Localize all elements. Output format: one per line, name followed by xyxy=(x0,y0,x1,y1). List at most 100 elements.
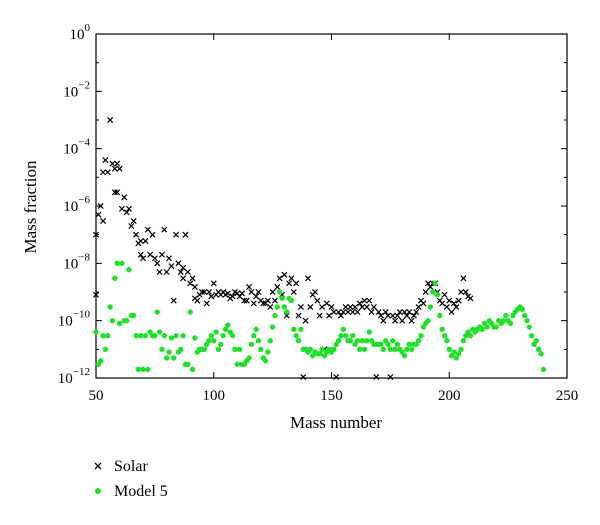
model-5-point xyxy=(234,361,240,368)
solar-point xyxy=(100,169,107,176)
model-5-point xyxy=(427,304,434,310)
solar-point xyxy=(238,290,246,297)
model-5-point xyxy=(524,317,530,324)
y-tick-exponent: −6 xyxy=(78,194,90,206)
model-5-point xyxy=(140,366,146,373)
y-tick-exponent: −2 xyxy=(78,79,90,91)
model-5-point xyxy=(236,346,243,353)
model-5-point xyxy=(145,366,151,373)
x-axis-ticks: 50 100 150 200 250 xyxy=(89,34,579,404)
solar-point xyxy=(107,116,114,124)
solar-point xyxy=(420,300,427,307)
model-5-point xyxy=(215,346,222,353)
solar-point xyxy=(389,312,396,319)
model-5-point xyxy=(213,329,219,335)
model-5-point xyxy=(269,324,276,330)
legend-model-5-marker xyxy=(95,488,101,494)
model-5-point xyxy=(152,332,158,339)
solar-point xyxy=(95,211,102,218)
solar-point xyxy=(170,297,177,304)
y-tick-label: 10−12 xyxy=(58,366,90,387)
model-5-point xyxy=(293,332,299,339)
solar-point xyxy=(248,288,255,296)
model-5-point xyxy=(267,338,273,344)
model-5-point xyxy=(142,332,149,339)
solar-point xyxy=(118,205,125,212)
model-5-point xyxy=(284,309,290,315)
model-5-point xyxy=(493,324,500,330)
model-5-point xyxy=(265,349,271,355)
y-tick-exponent: −8 xyxy=(78,251,90,263)
solar-point xyxy=(408,317,415,324)
model-5-point xyxy=(102,346,109,353)
y-tick-label: 10−8 xyxy=(63,251,90,272)
model-5-point xyxy=(298,326,304,332)
solar-point xyxy=(229,293,236,300)
x-tick-label: 250 xyxy=(556,388,579,404)
solar-point xyxy=(319,303,326,311)
model-5-point xyxy=(173,332,179,339)
solar-point xyxy=(250,300,257,307)
solar-point xyxy=(363,303,370,311)
solar-point xyxy=(349,309,356,316)
solar-point xyxy=(401,309,408,316)
model-5-point xyxy=(526,324,533,330)
model-5-point xyxy=(434,292,441,298)
model-5-point xyxy=(437,312,443,319)
model-5-point xyxy=(222,326,229,332)
solar-point xyxy=(255,288,262,296)
model-5-point xyxy=(319,346,325,353)
model-5-point xyxy=(484,324,490,330)
model-5-point xyxy=(225,322,231,328)
model-5-point xyxy=(107,304,113,310)
solar-point xyxy=(125,205,132,212)
model-5-point xyxy=(460,338,467,344)
model-5-point xyxy=(166,349,172,355)
model-5-point xyxy=(279,295,285,302)
y-tick-label: 10−6 xyxy=(63,194,90,215)
solar-point xyxy=(406,309,413,316)
model-5-point xyxy=(317,351,323,357)
solar-point xyxy=(224,290,231,297)
model-5-point xyxy=(114,260,120,267)
model-5-point xyxy=(392,346,398,353)
solar-point xyxy=(387,373,394,381)
model-5-point xyxy=(408,346,415,353)
solar-point xyxy=(300,373,307,381)
model-5-point xyxy=(138,332,144,339)
solar-point xyxy=(109,160,116,167)
solar-point xyxy=(302,317,309,324)
solar-point xyxy=(347,303,354,311)
model-5-point xyxy=(307,346,314,353)
model-5-point xyxy=(357,346,363,353)
model-5-point xyxy=(387,346,394,353)
model-5-point xyxy=(156,329,163,335)
model-5-point xyxy=(441,332,448,339)
solar-point xyxy=(267,303,274,311)
model-5-point xyxy=(208,332,215,339)
model-5-point xyxy=(432,280,438,287)
model-5-point xyxy=(276,289,283,295)
solar-point xyxy=(264,297,271,304)
solar-point xyxy=(198,288,205,296)
solar-point xyxy=(286,280,293,287)
solar-point xyxy=(281,271,288,278)
solar-point xyxy=(335,309,342,316)
solar-point xyxy=(293,280,300,287)
series-solar xyxy=(92,116,474,381)
model-5-point xyxy=(361,346,368,353)
solar-point xyxy=(290,288,297,296)
solar-point xyxy=(316,312,323,319)
solar-point xyxy=(314,297,321,304)
model-5-point xyxy=(281,304,288,310)
solar-point xyxy=(288,275,295,282)
solar-point xyxy=(446,297,453,304)
model-5-point xyxy=(538,351,544,357)
y-tick-label: 10−10 xyxy=(58,309,91,330)
x-tick-label: 50 xyxy=(89,388,104,404)
solar-point xyxy=(427,283,434,290)
model-5-point xyxy=(100,332,106,339)
solar-point xyxy=(137,251,144,258)
solar-point xyxy=(458,288,465,296)
solar-point xyxy=(342,303,349,311)
